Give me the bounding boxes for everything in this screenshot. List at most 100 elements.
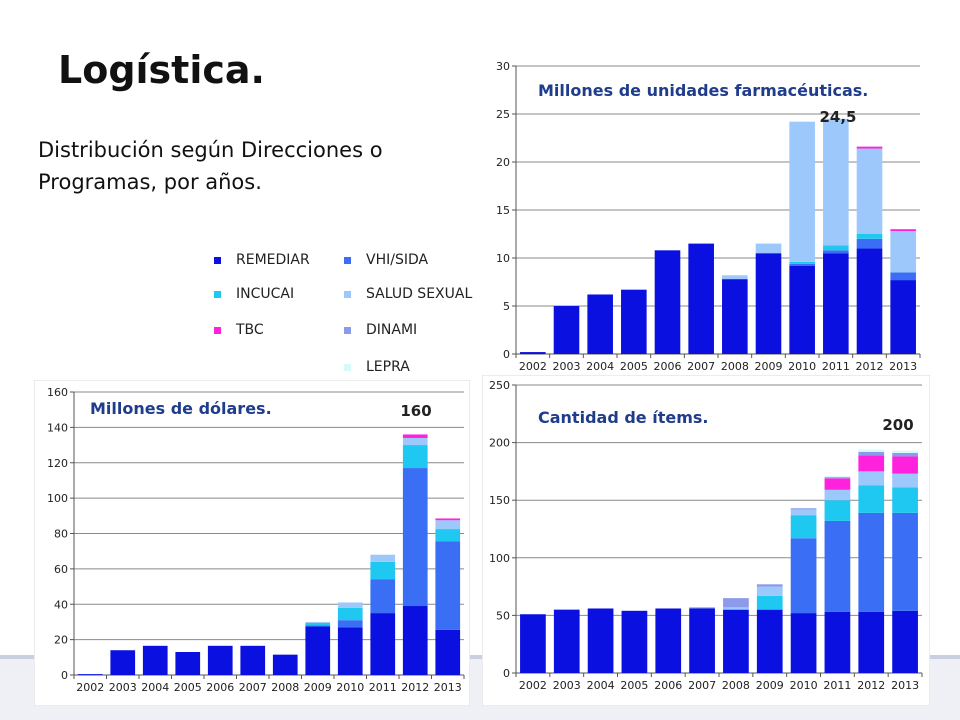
legend-label: SALUD SEXUAL — [366, 286, 473, 302]
slide-subtitle: Distribución según Direcciones o Program… — [38, 138, 383, 194]
bar-segment — [890, 231, 916, 273]
bar-segment — [402, 445, 428, 469]
x-tick-label: 2010 — [788, 360, 816, 373]
bar-segment — [858, 512, 885, 612]
x-tick-label: 2002 — [519, 679, 547, 692]
bar-segment — [520, 614, 546, 673]
bar-segment — [402, 437, 428, 446]
annotation-label: 24,5 — [819, 108, 856, 126]
y-tick-label: 60 — [54, 563, 68, 576]
bar-segment — [858, 485, 885, 513]
bar-segment — [892, 452, 918, 457]
y-tick-label: 120 — [47, 457, 68, 470]
bar-segment — [688, 243, 714, 354]
x-tick-label: 2003 — [553, 679, 581, 692]
bar-segment — [689, 607, 715, 609]
chart-items: 0 50 100 150 200 250 2002 2003 2004 2005 2006 2007 2… — [482, 375, 930, 706]
bar-segment — [892, 450, 918, 453]
bar-segment — [305, 625, 331, 627]
y-tick-label: 150 — [489, 494, 510, 507]
bar-segment — [856, 146, 883, 149]
legend-swatch — [344, 327, 351, 334]
bar-segment — [722, 275, 748, 280]
x-tick-label: 2012 — [857, 679, 885, 692]
bar-segment — [553, 609, 580, 673]
bar-segment — [689, 608, 715, 673]
legend-swatch — [344, 291, 351, 298]
x-tick-label: 2003 — [553, 360, 581, 373]
x-tick-label: 2008 — [271, 681, 299, 694]
x-tick-label: 2006 — [206, 681, 234, 694]
bar-segment — [402, 434, 428, 438]
x-tick-label: 2005 — [620, 679, 648, 692]
footer-line — [0, 655, 960, 659]
bar-segment — [790, 613, 817, 673]
x-tick-label: 2007 — [687, 360, 715, 373]
bar-segment — [370, 579, 396, 614]
bar-segment — [790, 508, 817, 510]
bar-segment — [110, 650, 136, 675]
bar-segment — [789, 265, 815, 354]
x-tick-label: 2013 — [434, 681, 462, 694]
x-tick-label: 2010 — [336, 681, 364, 694]
bar-segment — [858, 449, 885, 452]
bar-segment — [856, 248, 883, 354]
bar-segment — [892, 512, 918, 611]
legend: REMEDIAR VHI/SIDA INCUCAI SALUD SEXUAL T… — [214, 247, 514, 387]
x-tick-label: 2009 — [755, 360, 783, 373]
bar-segment — [890, 229, 916, 232]
bar-segment — [823, 250, 849, 254]
bar-segment — [402, 468, 428, 607]
bar-segment — [858, 455, 885, 472]
x-tick-label: 2009 — [304, 681, 332, 694]
chart-title: Millones de unidades farmacéuticas. — [538, 81, 868, 100]
x-tick-label: 2004 — [587, 679, 615, 692]
bar-segment — [723, 609, 749, 673]
x-tick-label: 2011 — [823, 679, 851, 692]
y-tick-label: 5 — [503, 300, 510, 313]
chart-dolares: 0 20 40 60 80 100 120 140 160 2002 2003 2004 2005 200… — [34, 380, 470, 706]
bar-segment — [789, 263, 815, 266]
bar-segment — [755, 243, 782, 254]
bar-segment — [756, 595, 783, 610]
x-tick-label: 2010 — [790, 679, 818, 692]
bar-segment — [723, 607, 749, 610]
x-tick-label: 2008 — [722, 679, 750, 692]
bar-segment — [723, 598, 749, 608]
bar-segment — [435, 529, 461, 542]
y-tick-label: 30 — [496, 60, 510, 73]
x-tick-label: 2011 — [369, 681, 397, 694]
legend-label: REMEDIAR — [236, 252, 310, 268]
bar-segment — [790, 538, 817, 614]
slide-title: Logística. — [58, 48, 265, 92]
bar-segment — [654, 250, 681, 354]
legend-swatch — [214, 327, 221, 334]
legend-swatch — [214, 291, 221, 298]
chart-title: Millones de dólares. — [90, 399, 272, 418]
legend-swatch — [214, 257, 221, 264]
bar-segment — [756, 586, 783, 596]
y-tick-label: 0 — [503, 348, 510, 361]
bar-segment — [370, 561, 396, 580]
bar-segment — [142, 645, 168, 675]
bar-segment — [824, 520, 851, 612]
bar-segment — [435, 541, 461, 630]
y-tick-label: 25 — [496, 108, 510, 121]
x-tick-label: 2005 — [620, 360, 648, 373]
bar-segment — [789, 261, 815, 264]
bar-segment — [823, 118, 849, 246]
x-tick-label: 2007 — [239, 681, 267, 694]
bar-segment — [337, 602, 363, 608]
bar-segment — [402, 606, 428, 675]
y-tick-label: 50 — [496, 609, 510, 622]
x-tick-label: 2006 — [654, 360, 682, 373]
bar-segment — [370, 554, 396, 562]
annotation-label: 200 — [882, 416, 913, 434]
bar-segment — [790, 515, 817, 539]
bar-segment — [856, 148, 883, 234]
y-tick-label: 20 — [54, 634, 68, 647]
bar-segment — [823, 245, 849, 251]
bar-segment — [435, 518, 461, 521]
bar-segment — [789, 121, 815, 262]
x-tick-label: 2002 — [76, 681, 104, 694]
